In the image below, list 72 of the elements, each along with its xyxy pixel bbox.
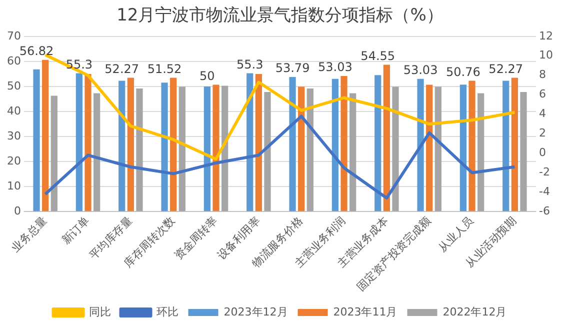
legend-label: 2023年11月 — [333, 305, 398, 318]
bar — [417, 78, 424, 212]
bar — [306, 88, 314, 212]
x-tick-label: 新订单 — [60, 214, 92, 247]
y2-tick-label: 4 — [539, 107, 546, 120]
bar — [84, 74, 92, 212]
legend-label: 2022年12月 — [442, 305, 507, 318]
bar — [170, 78, 177, 212]
y-tick-label: 30 — [6, 129, 21, 142]
data-label: 50.76 — [446, 64, 480, 79]
y2-tick-label: 10 — [539, 48, 554, 62]
y2-tick-label: 0 — [539, 146, 546, 160]
y-tick-label: 40 — [6, 104, 21, 118]
data-label: 53.03 — [318, 60, 352, 74]
y-tick-label: 70 — [6, 29, 21, 42]
data-label: 50 — [200, 68, 215, 83]
bar — [502, 80, 510, 212]
bar — [511, 78, 518, 212]
y-tick-label: 60 — [6, 54, 21, 68]
bar — [340, 76, 348, 212]
y2-tick-label: -2 — [539, 166, 550, 179]
y2-tick-label: -4 — [539, 185, 550, 198]
chart-title: 12月宁波市物流业景气指数分项指标（%） — [116, 6, 444, 26]
bar — [178, 86, 186, 212]
bar — [478, 93, 484, 212]
legend-label: 2023年12月 — [224, 305, 288, 318]
data-label: 52.27 — [488, 62, 524, 76]
bar — [298, 86, 305, 212]
bar — [161, 82, 168, 212]
bar — [350, 93, 356, 212]
bar — [264, 92, 271, 212]
bar — [332, 78, 338, 212]
y2-tick-label: 8 — [539, 68, 546, 82]
y-tick-label: 20 — [6, 154, 21, 168]
y2-tick-label: 6 — [539, 88, 546, 101]
bar — [136, 88, 143, 212]
bar — [383, 64, 390, 212]
bar — [374, 75, 382, 212]
bar — [426, 84, 433, 212]
legend-label: 同比 — [88, 305, 111, 318]
bar — [520, 92, 527, 212]
bar — [460, 84, 466, 212]
y-tick-label: 50 — [6, 79, 21, 92]
data-label: 56.82 — [19, 44, 54, 58]
bar — [222, 86, 228, 212]
bar — [392, 86, 399, 212]
bar — [33, 69, 40, 212]
data-label: 55.3 — [236, 57, 264, 72]
y2-tick-label: 12 — [539, 29, 554, 42]
bar — [289, 76, 296, 212]
y2-tick-label: -6 — [539, 204, 550, 218]
bar — [42, 60, 49, 212]
bar — [76, 73, 82, 212]
legend-label: 环比 — [156, 305, 178, 318]
data-label: 53.03 — [403, 63, 438, 78]
data-label: 52.27 — [104, 62, 140, 76]
bar — [255, 74, 262, 212]
data-label: 51.52 — [147, 62, 182, 76]
bar — [204, 86, 210, 212]
bar — [94, 93, 100, 212]
bar — [246, 73, 254, 212]
data-label: 55.3 — [66, 57, 93, 72]
bar — [212, 84, 220, 212]
data-label: 54.55 — [360, 48, 396, 63]
bar — [468, 80, 476, 212]
bar — [50, 96, 58, 212]
bar — [118, 80, 126, 212]
bar — [127, 78, 134, 212]
bar — [434, 86, 442, 212]
y-tick-label: 10 — [6, 179, 21, 192]
data-label: 53.79 — [275, 61, 310, 76]
y2-tick-label: 2 — [539, 126, 546, 140]
